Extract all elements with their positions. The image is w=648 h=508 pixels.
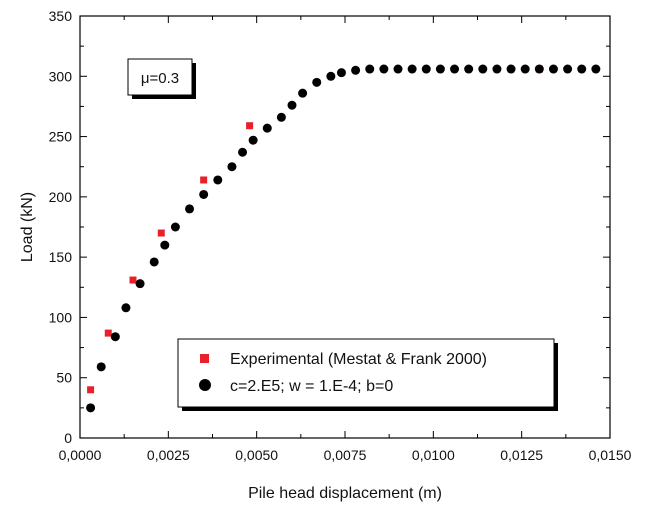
- y-tick-label: 350: [49, 8, 73, 24]
- model-point: [276, 112, 286, 122]
- x-tick-label: 0,0000: [59, 447, 102, 463]
- model-point: [577, 64, 587, 74]
- model-point: [351, 65, 361, 75]
- experimental-point: [104, 329, 112, 337]
- model-point: [199, 189, 209, 199]
- legend-label-model: c=2.E5; w = 1.E-4; b=0: [230, 378, 393, 395]
- annotation-box: μ=0.3: [127, 58, 196, 99]
- model-point: [298, 88, 308, 98]
- legend-frame: [177, 338, 555, 408]
- model-point: [478, 64, 488, 74]
- annotation-text: μ=0.3: [141, 70, 179, 87]
- axis-tick-labels: 0,0000 0,0025 0,0050 0,0075 0,0100 0,0125 0,01…: [49, 8, 632, 463]
- model-point: [160, 240, 170, 250]
- y-axis-title: Load (kN): [19, 192, 36, 262]
- x-tick-label: 0,0125: [500, 447, 543, 463]
- model-point: [213, 175, 223, 185]
- y-tick-label: 0: [64, 430, 72, 446]
- legend-marker-model: [199, 379, 211, 391]
- model-point: [262, 123, 272, 133]
- model-point: [365, 64, 375, 74]
- annotation-frame: [127, 58, 193, 96]
- x-tick-label: 0,0050: [235, 447, 278, 463]
- model-point: [86, 403, 96, 413]
- model-point: [421, 64, 431, 74]
- experimental-point: [200, 176, 208, 184]
- model-point: [591, 64, 601, 74]
- x-tick-label: 0,0150: [589, 447, 632, 463]
- model-point: [326, 71, 336, 81]
- legend-marker-experimental: [200, 354, 209, 363]
- model-point: [435, 64, 445, 74]
- model-point: [336, 68, 346, 78]
- model-point: [548, 64, 558, 74]
- data-marks: [86, 64, 601, 413]
- y-tick-label: 50: [56, 370, 72, 386]
- legend-label-experimental: Experimental (Mestat & Frank 2000): [230, 351, 487, 368]
- x-tick-label: 0,0075: [324, 447, 367, 463]
- model-point: [185, 204, 195, 214]
- model-point: [464, 64, 474, 74]
- experimental-point: [87, 386, 95, 394]
- experimental-point: [157, 229, 165, 237]
- model-point: [110, 332, 120, 342]
- y-tick-label: 200: [49, 189, 73, 205]
- model-point: [407, 64, 417, 74]
- model-point: [287, 100, 297, 110]
- model-point: [534, 64, 544, 74]
- y-tick-label: 150: [49, 249, 73, 265]
- model-point: [121, 303, 131, 313]
- axis-ticks: [79, 15, 611, 439]
- y-tick-label: 300: [49, 68, 73, 84]
- model-point: [227, 162, 237, 172]
- model-point: [312, 77, 322, 87]
- model-point: [520, 64, 530, 74]
- model-point: [492, 64, 502, 74]
- x-tick-label: 0,0025: [147, 447, 190, 463]
- x-axis-title: Pile head displacement (m): [248, 485, 442, 502]
- legend: Experimental (Mestat & Frank 2000) c=2.E…: [177, 338, 558, 411]
- model-point: [248, 135, 258, 145]
- model-point: [149, 257, 159, 267]
- model-point: [379, 64, 389, 74]
- model-point: [170, 222, 180, 232]
- model-point: [506, 64, 516, 74]
- x-tick-label: 0,0100: [412, 447, 455, 463]
- model-point: [563, 64, 573, 74]
- y-tick-label: 100: [49, 309, 73, 325]
- model-point: [450, 64, 460, 74]
- experimental-point: [129, 276, 137, 284]
- model-point: [135, 279, 145, 289]
- model-point: [96, 362, 106, 372]
- y-tick-label: 250: [49, 129, 73, 145]
- experimental-point: [246, 122, 254, 130]
- model-point: [238, 147, 248, 157]
- model-point: [393, 64, 403, 74]
